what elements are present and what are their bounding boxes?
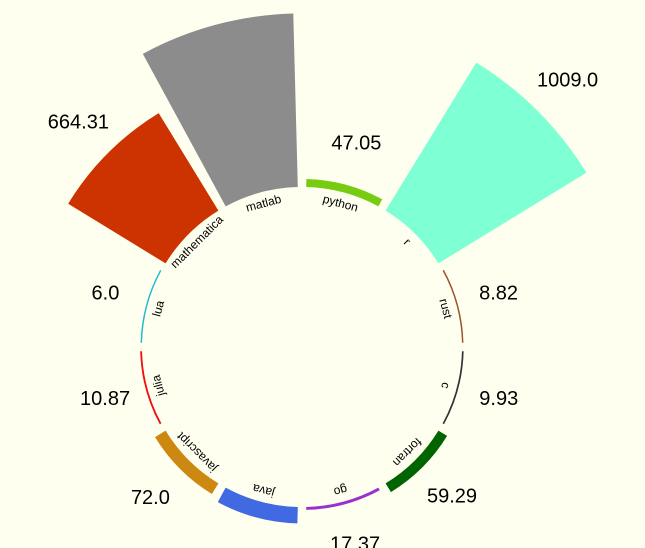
value-label: 6.0 (92, 283, 120, 305)
bar (385, 62, 587, 264)
category-label: java (251, 481, 277, 501)
bar (68, 113, 219, 264)
value-label: 10.87 (80, 388, 130, 410)
value-label: 17.37 (330, 533, 380, 548)
category-label: go (332, 482, 349, 499)
category-label: lua (149, 299, 167, 318)
bar (142, 13, 298, 207)
category-label: r (401, 235, 414, 248)
value-label: 9.93 (479, 388, 518, 410)
bar (140, 351, 162, 425)
bar (155, 430, 219, 494)
value-label: 59.29 (427, 485, 477, 507)
bar (306, 487, 380, 510)
value-label: 8.82 (479, 283, 518, 305)
bar (385, 430, 448, 493)
category-label: julia (149, 373, 168, 399)
value-label: 72.0 (131, 487, 170, 509)
value-label: 664.31 (48, 112, 109, 134)
value-label: 95.85 (220, 546, 270, 548)
category-label: rust (436, 297, 455, 321)
category-label: c (438, 381, 453, 390)
value-label: 47.05 (331, 132, 381, 154)
bar (217, 487, 298, 524)
bar (306, 178, 383, 207)
value-label: 1009.0 (537, 70, 598, 92)
